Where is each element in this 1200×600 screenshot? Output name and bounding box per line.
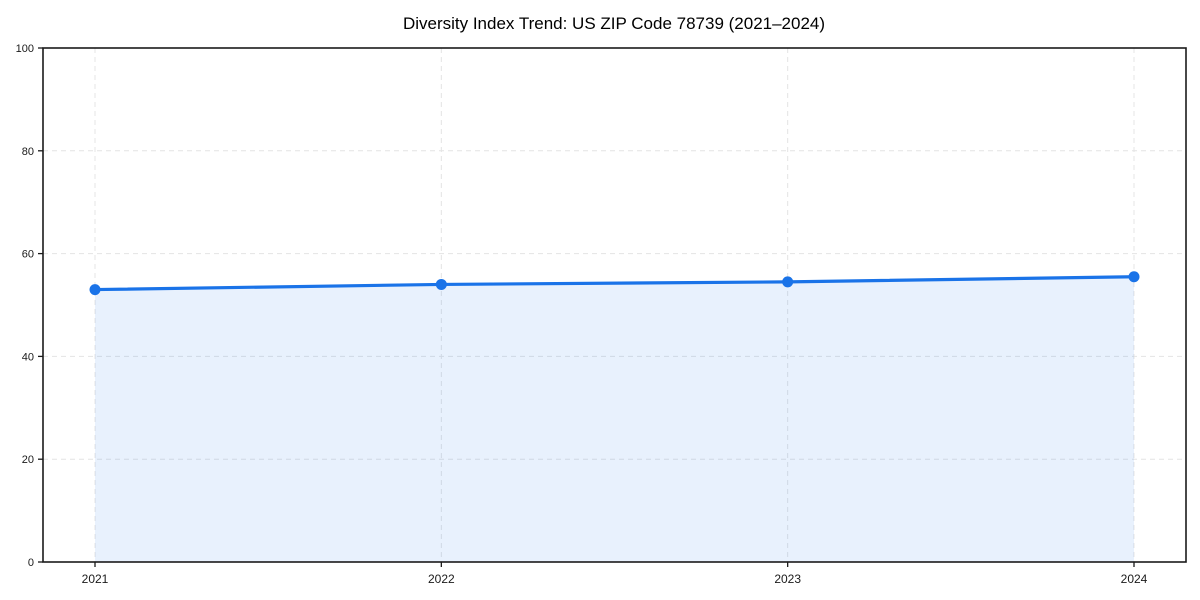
- data-point: [435, 278, 447, 290]
- y-axis-tick-label: 100: [16, 43, 34, 55]
- y-axis-tick-label: 80: [22, 146, 34, 158]
- area-fill: [95, 276, 1134, 562]
- trend-line: [93, 275, 1136, 292]
- y-axis-tick-label: 60: [22, 249, 34, 261]
- data-point: [782, 276, 794, 288]
- x-axis-tick-label: 2022: [428, 572, 455, 586]
- y-axis-tick-label: 0: [28, 557, 34, 569]
- axes: [38, 47, 1187, 567]
- area-series: [89, 271, 1140, 562]
- y-axis-tick-label: 20: [22, 454, 34, 466]
- x-axis-tick-label: 2024: [1121, 572, 1148, 586]
- data-point: [1128, 271, 1140, 283]
- x-axis-tick-label: 2021: [82, 572, 109, 586]
- y-axis-tick-label: 40: [22, 351, 34, 363]
- chart-title: Diversity Index Trend: US ZIP Code 78739…: [403, 14, 825, 33]
- x-axis-tick-label: 2023: [774, 572, 801, 586]
- tick-labels: 0 20 40 60 80 100 2021 2022 2023 2024: [16, 43, 1148, 586]
- data-point: [89, 284, 101, 296]
- axis-frame: [42, 47, 1187, 563]
